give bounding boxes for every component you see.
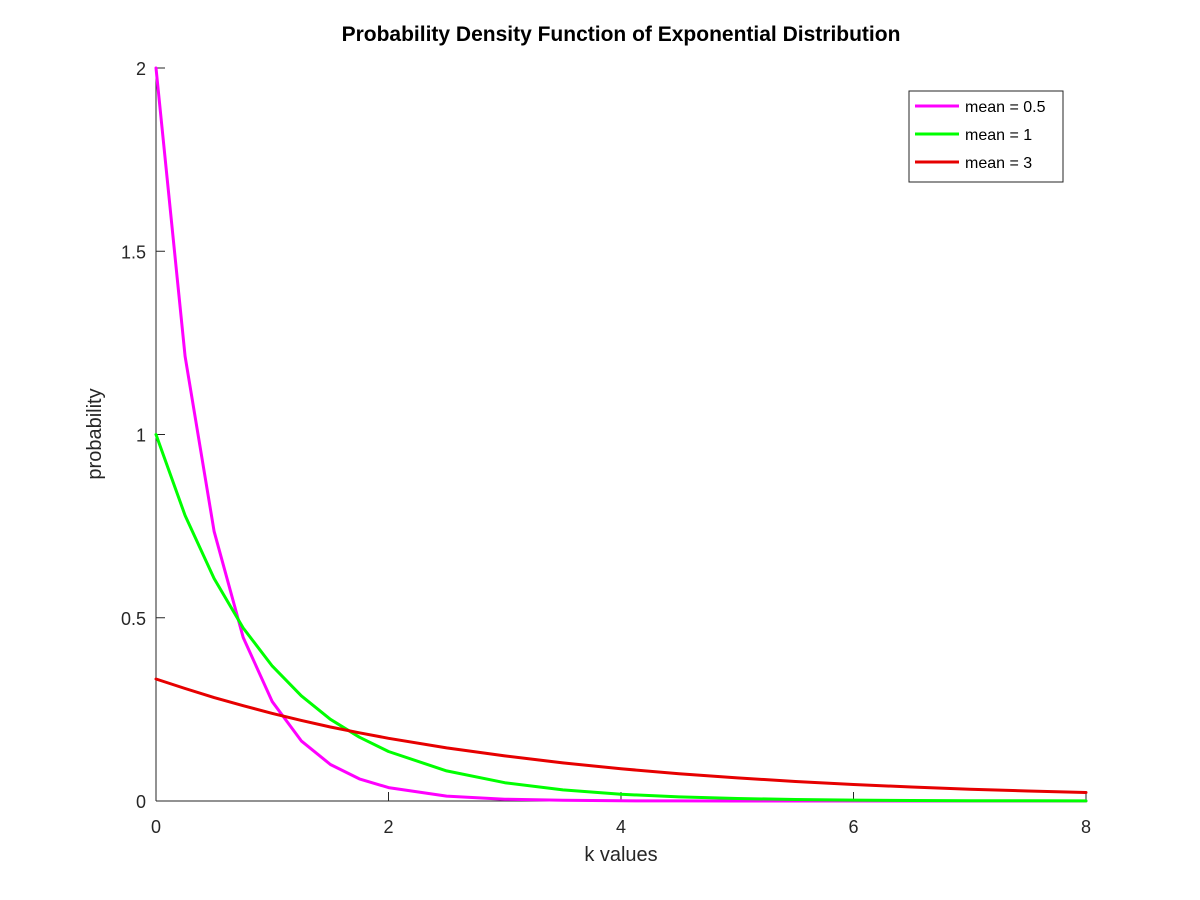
x-tick-label: 8 <box>1081 817 1091 837</box>
x-tick-label: 2 <box>383 817 393 837</box>
legend-label: mean = 0.5 <box>965 99 1046 116</box>
legend-label: mean = 3 <box>965 155 1032 172</box>
y-tick-label: 1.5 <box>121 242 146 262</box>
y-tick-label: 1 <box>136 426 146 446</box>
legend: mean = 0.5 mean = 1 mean = 3 <box>908 90 1064 183</box>
x-tick-label: 4 <box>616 817 626 837</box>
series-line-mean-1 <box>154 433 1088 803</box>
x-tick-label: 6 <box>848 817 858 837</box>
y-tick-label: 0 <box>136 792 146 812</box>
series-line-mean-3 <box>154 677 1088 794</box>
y-tick-label: 2 <box>136 59 146 79</box>
x-tick-label: 0 <box>151 817 161 837</box>
chart-title: Probability Density Function of Exponent… <box>342 23 901 46</box>
y-axis-label: probability <box>84 388 106 479</box>
plot-area: 0 2 4 6 8 0 0.5 1 1.5 2 <box>121 59 1091 837</box>
y-tick-label: 0.5 <box>121 609 146 629</box>
legend-label: mean = 1 <box>965 127 1032 144</box>
x-axis-label: k values <box>584 844 657 866</box>
